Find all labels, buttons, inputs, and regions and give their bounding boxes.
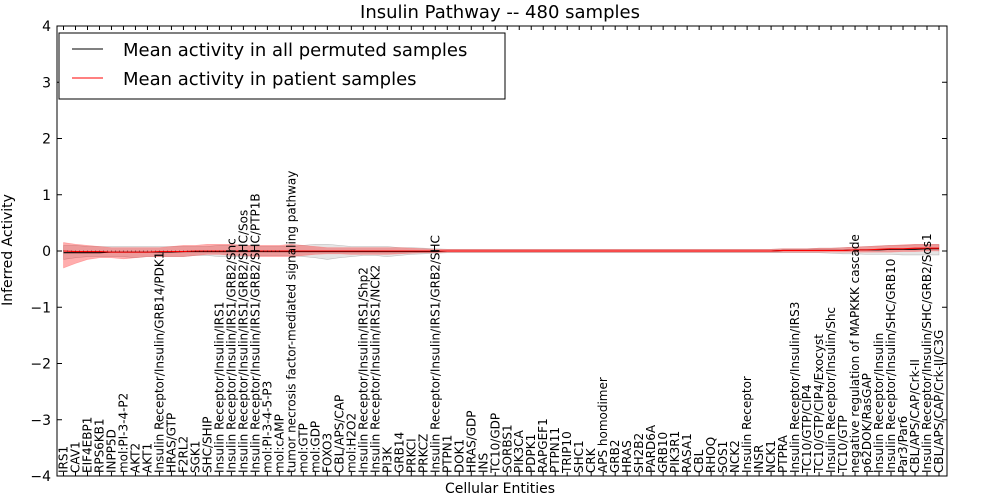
- series-lines: [63, 247, 939, 254]
- x-tick-label: CAV1: [68, 441, 82, 473]
- x-tick-label: Insulin Receptor/Insulin/IRS1/GRB2/SHC: [428, 235, 442, 473]
- x-tick-label: Par3/Par6: [896, 416, 910, 473]
- legend-label-patient: Mean activity in patient samples: [123, 69, 417, 90]
- x-tick-label: Insulin Receptor/Insulin/SHC/GRB2/Sos1: [920, 233, 934, 473]
- x-tick-label: mol:PI-3-4-P2: [116, 393, 130, 473]
- y-tick-label: −2: [30, 357, 51, 373]
- x-tick-label: mol:GTP: [296, 423, 310, 473]
- x-tick-label: PTPN1: [440, 435, 454, 473]
- x-tick-label: TC10/GTP/CIP4/Exocyst: [812, 334, 826, 474]
- x-tick-label: Insulin Receptor/Insulin/IRS3: [788, 302, 802, 473]
- x-tick-label: SH2B2: [632, 433, 646, 473]
- x-tick-label: p62DOK/RasGAP: [860, 373, 874, 473]
- x-tick-label: NCK2: [728, 440, 742, 473]
- y-tick-label: 4: [42, 19, 51, 35]
- legend: Mean activity in all permuted samples Me…: [58, 32, 506, 100]
- x-tick-label: GRB14: [392, 432, 406, 473]
- x-tick-label: EIF4EBP1: [80, 417, 94, 473]
- x-tick-label: negative regulation of MAPKKK cascade: [848, 234, 862, 473]
- x-tick-label: CBL/APS/CAP/Crk-II/C3G: [932, 330, 946, 473]
- x-tick-label: Insulin Receptor/Insulin/IRS1/GRB2/SHC/S…: [236, 210, 250, 473]
- x-tick-label: Insulin Receptor/Insulin/IRS1/GRB2/SHC/P…: [248, 193, 262, 473]
- x-tick-label: mol:GDP: [308, 421, 322, 473]
- x-tick-label: TC10/GDP: [488, 413, 502, 474]
- x-tick-label: TC10/GTP/CIP4: [800, 384, 814, 474]
- x-tick-label: RHOQ: [704, 437, 718, 473]
- x-tick-label: HRAS: [620, 440, 634, 473]
- y-tick-label: 3: [42, 75, 51, 91]
- x-tick-label: PARD6A: [644, 424, 658, 473]
- x-tick-labels: IRS1CAV1EIF4EBP1RPS6KB1INPP5Dmol:PI-3-4-…: [57, 171, 947, 474]
- x-tick-label: PIK3R1: [668, 431, 682, 473]
- x-tick-label: mol:PI-3-4-5-P3: [260, 381, 274, 473]
- x-tick-label: SORBS1: [500, 424, 514, 473]
- confidence-band-patient: [63, 242, 940, 269]
- x-tick-label: PI3K: [380, 446, 394, 473]
- x-axis-label: Cellular Entities: [445, 481, 555, 497]
- y-tick-label: 2: [42, 132, 51, 148]
- x-tick-label: CRK: [584, 447, 598, 473]
- x-tick-label: IRS1: [57, 446, 71, 473]
- y-tick-label: −1: [30, 300, 51, 316]
- x-tick-label: PDPK1: [524, 434, 538, 473]
- plot-area-frame: [56, 25, 948, 477]
- x-tick-label: HRAS/GDP: [464, 410, 478, 473]
- confidence-bands: [63, 242, 940, 269]
- x-tick-label: SOS1: [716, 441, 730, 473]
- x-tick-label: PIK3CA: [512, 429, 526, 473]
- x-tick-label: RPS6KB1: [92, 418, 106, 473]
- x-tick-label: INPP5D: [104, 429, 118, 473]
- y-axis-label: Inferred Activity: [0, 194, 16, 306]
- x-tick-label: SGK1: [188, 441, 202, 473]
- x-tick-label: PRKCZ: [416, 434, 430, 473]
- x-tick-label: AKT1: [140, 443, 154, 473]
- x-tick-label: SHC/SHIP: [200, 417, 214, 473]
- x-tick-label: F2RL2: [176, 436, 190, 473]
- x-tick-label: PTPN11: [548, 427, 562, 473]
- chart-title: Insulin Pathway -- 480 samples: [360, 2, 640, 23]
- x-tick-label: Insulin Receptor/Insulin: [872, 333, 886, 473]
- x-tick-label: PTPRA: [776, 434, 790, 473]
- x-tick-label: Insulin Receptor/Insulin/IRS1/Shp2: [356, 267, 370, 473]
- x-tick-label: GRB2: [608, 439, 622, 473]
- x-tick-label: APS homodimer: [596, 377, 610, 473]
- axis-ticks: 4 3 2 1 0 −1 −2 −3 −4: [30, 19, 947, 485]
- x-tick-label: Insulin Receptor/Insulin/SHC/GRB10: [884, 259, 898, 473]
- x-tick-label: Insulin Receptor/Insulin/IRS1/NCK2: [368, 265, 382, 473]
- x-tick-label: Insulin Receptor/Insulin/Shc: [824, 307, 838, 473]
- x-tick-label: RASA1: [680, 433, 694, 473]
- y-tick-label: −3: [30, 413, 51, 429]
- x-tick-label: FOXO3: [320, 433, 334, 473]
- y-tick-label: −4: [30, 469, 51, 485]
- x-tick-label: CBL: [692, 449, 706, 473]
- x-tick-label: INS: [476, 453, 490, 473]
- y-tick-label: 0: [42, 244, 51, 260]
- x-tick-label: TC10/GTP: [836, 415, 850, 474]
- x-tick-label: AKT2: [128, 443, 142, 473]
- x-tick-label: Insulin Receptor/Insulin/IRS1: [212, 302, 226, 473]
- x-tick-label: CBL/APS/CAP/Crk-II: [908, 359, 922, 473]
- x-tick-label: CBL/APS/CAP: [332, 395, 346, 473]
- x-tick-label: Insulin Receptor/Insulin/IRS1/GRB2/Shc: [224, 238, 238, 473]
- x-tick-label: INSR: [752, 445, 766, 473]
- x-tick-label: mol:cAMP: [272, 414, 286, 473]
- x-tick-label: TRIP10: [560, 431, 574, 474]
- x-tick-label: Insulin Receptor/Insulin/GRB14/PDK1: [152, 252, 166, 473]
- x-tick-label: SHC1: [572, 440, 586, 473]
- y-tick-label: 1: [42, 188, 51, 204]
- x-tick-label: DOK1: [452, 439, 466, 473]
- x-tick-label: GRB10: [656, 432, 670, 473]
- legend-label-permuted: Mean activity in all permuted samples: [123, 40, 467, 61]
- series-line-patient: [63, 247, 939, 253]
- x-tick-label: tumor necrosis factor-mediated signaling…: [284, 171, 298, 473]
- x-tick-label: NCK1: [764, 440, 778, 473]
- legend-box: [58, 32, 506, 100]
- x-tick-label: HRAS/GTP: [164, 413, 178, 473]
- x-tick-label: PRKCI: [404, 438, 418, 473]
- x-tick-label: Insulin Receptor: [740, 376, 754, 473]
- x-tick-label: mol:H2O2: [344, 413, 358, 473]
- x-tick-label: RAPGEF1: [536, 418, 550, 473]
